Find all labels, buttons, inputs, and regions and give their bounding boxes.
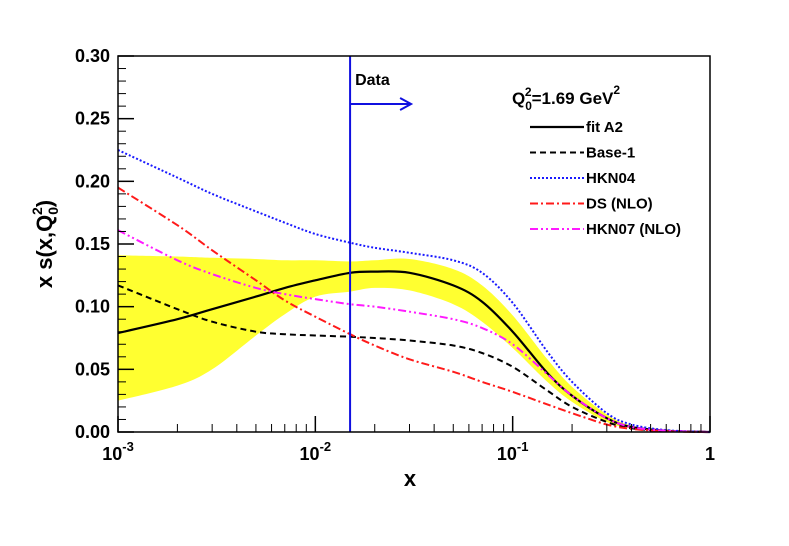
legend-label: DS (NLO) [586, 196, 653, 213]
legend-label: HKN04 [586, 170, 636, 187]
x-tick-label: 1 [705, 444, 715, 464]
legend-label: HKN07 (NLO) [586, 221, 681, 238]
x-tick-label: 10-1 [497, 439, 529, 464]
plot-frame [117, 55, 711, 433]
y-tick-label: 0.05 [75, 359, 110, 379]
y-tick-label: 0.30 [75, 46, 110, 66]
data-marker-label: Data [355, 72, 390, 89]
y-tick-label: 0.15 [75, 234, 110, 254]
scale-note-text: Q02=1.69 GeV2 [512, 83, 620, 113]
series-line-hkn07-nlo [117, 229, 711, 433]
y-tick-label: 0.20 [75, 171, 110, 191]
legend-label: fit A2 [586, 119, 623, 136]
data-marker-layer: Data [349, 56, 414, 432]
y-tick-label: 0.25 [75, 109, 110, 129]
legend: fit A2 Base-1 HKN04 DS (NLO) HKN07 (NLO) [530, 119, 681, 238]
uncertainty-band-layer [118, 255, 710, 432]
x-tick-label: 10-2 [300, 439, 332, 464]
series-layer [117, 149, 711, 434]
data-marker-arrowhead [399, 97, 414, 111]
scale-note: Q02=1.69 GeV2 [512, 83, 620, 113]
series-line-base-1 [117, 284, 711, 433]
axis-layer: 0.00 0.05 0.10 0.15 0.20 0.25 0.30 10-3 10-2 10-1… [75, 46, 715, 464]
x-tick-label: 10-3 [102, 439, 134, 464]
y-tick-label: 0.10 [75, 297, 110, 317]
uncertainty-band [118, 255, 710, 432]
series-line-ds-nlo [117, 186, 711, 433]
series-line-hkn04 [117, 149, 711, 433]
y-tick-label: 0.00 [75, 422, 110, 442]
legend-label: Base-1 [586, 145, 635, 162]
x-axis-label: x [404, 466, 417, 491]
y-axis-label: x s(x,Q02) [29, 200, 61, 288]
y-axis-label-text: x s(x,Q02) [29, 200, 61, 288]
